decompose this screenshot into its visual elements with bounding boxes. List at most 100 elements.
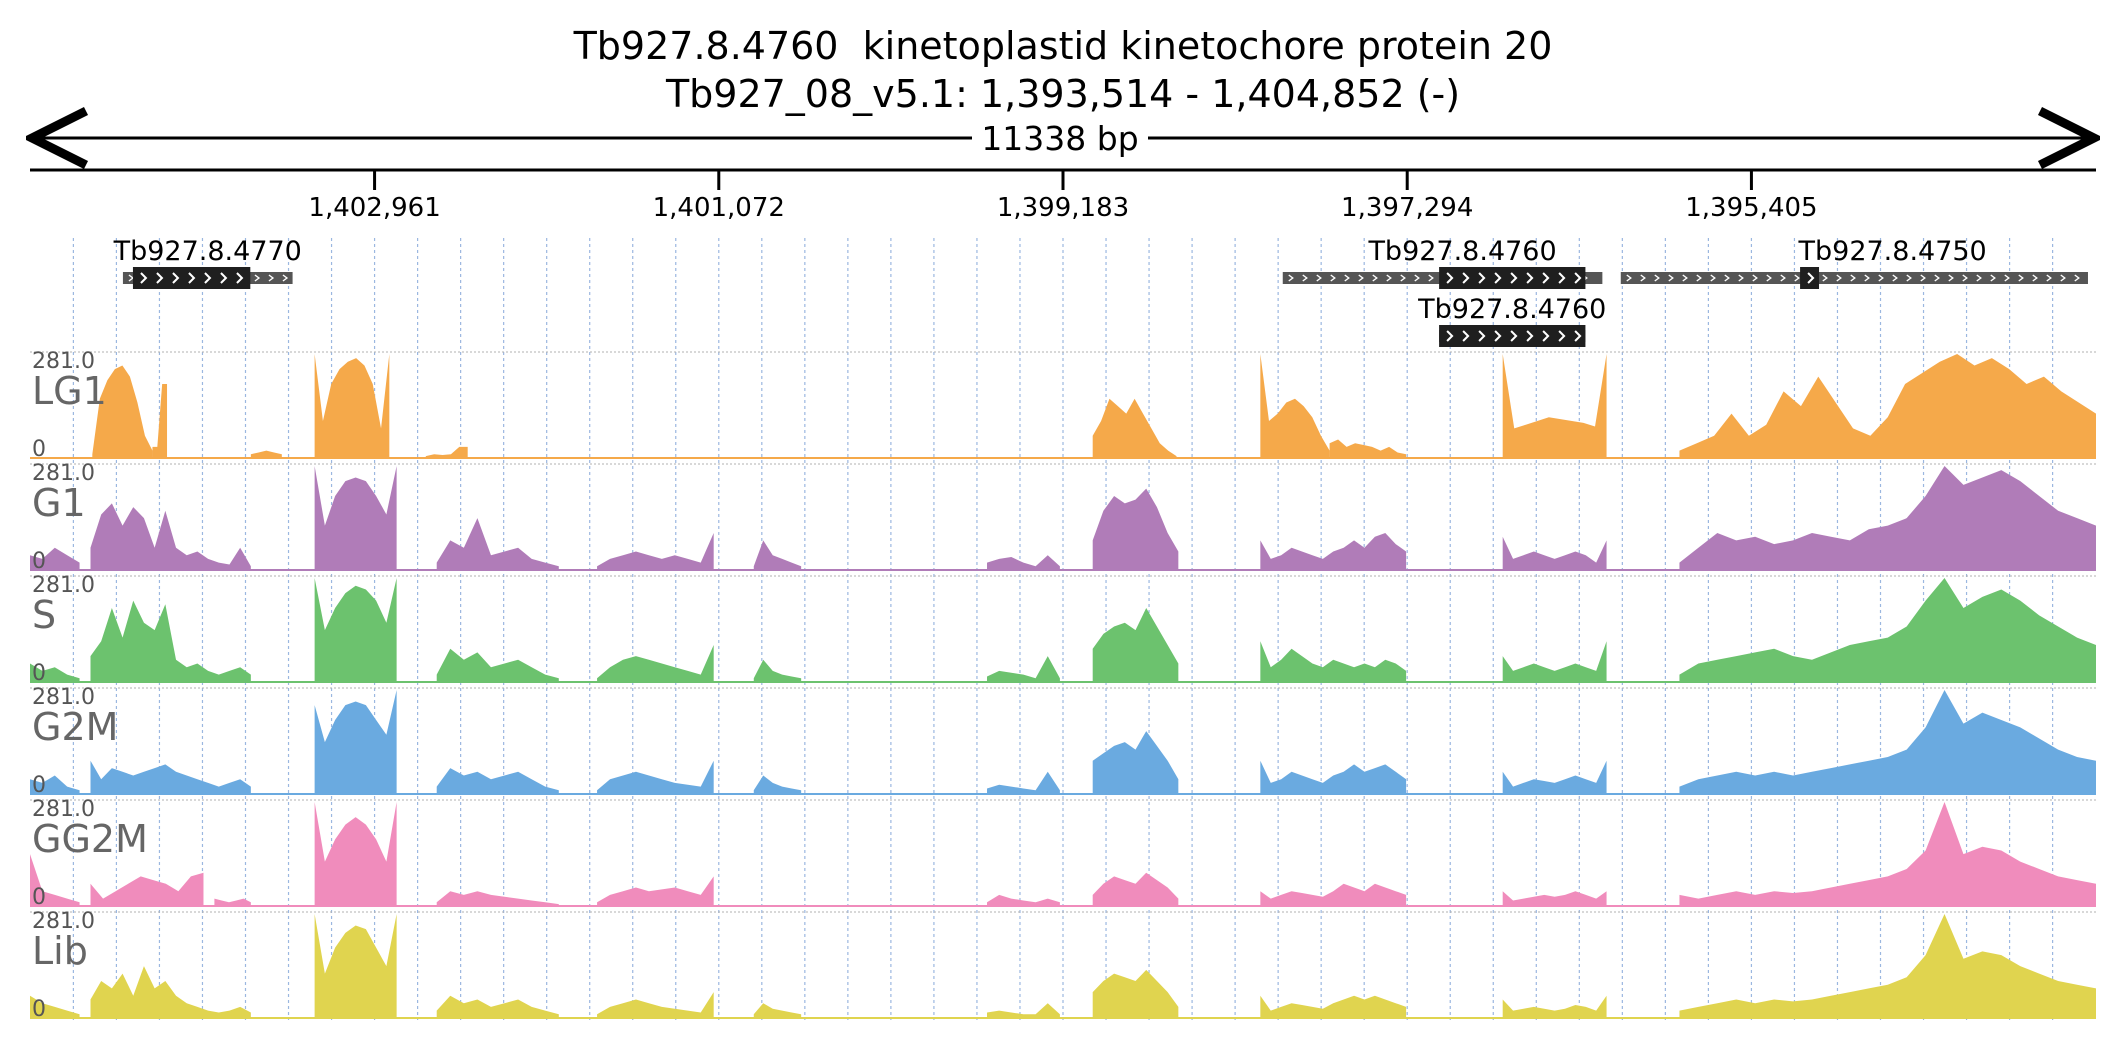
strand-chevron <box>2004 274 2010 282</box>
strand-chevron <box>1386 274 1392 282</box>
coverage-area <box>1092 731 1179 794</box>
chart-title: Tb927.8.4760 kinetoplastid kinetochore p… <box>573 24 1553 68</box>
strand-chevron <box>1542 330 1550 342</box>
strand-chevron <box>1510 272 1518 284</box>
strand-chevron <box>1494 272 1502 284</box>
track-ymax-label: 281.0 <box>32 909 95 934</box>
strand-chevron <box>2060 274 2066 282</box>
strand-chevron <box>1316 274 1322 282</box>
strand-chevron <box>1626 274 1632 282</box>
coverage-area <box>436 648 559 682</box>
track-name-label: S <box>32 593 56 637</box>
track-gg2m: 281.0 0 GG2M <box>30 797 2096 910</box>
strand-chevron <box>1738 274 1744 282</box>
coverage-area <box>1260 354 1330 458</box>
coverage-area <box>597 760 714 794</box>
track-g1: 281.0 0 G1 <box>30 461 2096 574</box>
track-name-label: GG2M <box>32 817 148 861</box>
track-ymin-label: 0 <box>32 997 46 1022</box>
coverage-area <box>987 1003 1060 1018</box>
coverage-area <box>314 802 397 906</box>
strand-chevron <box>1976 274 1982 282</box>
coverage-area <box>30 854 80 906</box>
coverage-area <box>436 891 559 906</box>
strand-chevron <box>1462 330 1470 342</box>
strand-chevron <box>1654 274 1660 282</box>
strand-chevron <box>1288 274 1294 282</box>
coverage-area <box>753 1003 802 1018</box>
coverage-area <box>1679 578 2096 682</box>
strand-chevron <box>1462 272 1470 284</box>
coverage-area <box>1502 354 1607 458</box>
coverage-area <box>90 600 251 682</box>
coordinate-ruler: 1,402,961 1,401,072 1,399,183 1,397,294 1,39… <box>30 168 2096 223</box>
coverage-area <box>987 656 1060 682</box>
strand-chevron <box>1494 330 1502 342</box>
strand-chevron <box>128 274 135 282</box>
strand-chevron <box>2018 274 2024 282</box>
coverage-area <box>753 659 802 682</box>
strand-chevron <box>1878 274 1884 282</box>
strand-chevron <box>1752 274 1758 282</box>
track-g2m: 281.0 0 G2M <box>30 685 2096 798</box>
coverage-area <box>90 966 251 1018</box>
coverage-area <box>597 992 714 1018</box>
gene-cds-box <box>1439 267 1586 289</box>
coverage-area <box>1502 536 1607 570</box>
strand-chevron <box>236 272 244 284</box>
strand-chevron <box>1558 272 1566 284</box>
coverage-area <box>90 503 251 570</box>
gene-cds-box <box>132 267 251 289</box>
coverage-area <box>30 775 80 794</box>
coverage-area <box>314 466 397 570</box>
coverage-area <box>753 540 802 570</box>
track-name-label: Lib <box>32 929 88 973</box>
track-ymin-label: 0 <box>32 885 46 910</box>
chart-subtitle: Tb927_08_v5.1: 1,393,514 - 1,404,852 (-) <box>665 72 1461 116</box>
coverage-area <box>314 914 397 1018</box>
coverage-area <box>1502 995 1607 1018</box>
strand-chevron <box>188 272 196 284</box>
coverage-area <box>1260 883 1407 906</box>
strand-chevron <box>140 272 148 284</box>
span-label: 11338 bp <box>981 119 1138 158</box>
coverage-area <box>1679 354 2096 458</box>
strand-chevron <box>2046 274 2052 282</box>
strand-chevron <box>1574 272 1582 284</box>
strand-chevron <box>282 274 289 282</box>
coverage-area <box>1092 398 1177 458</box>
strand-chevron <box>2032 274 2038 282</box>
coverage-area <box>314 354 390 458</box>
strand-chevron <box>1372 274 1378 282</box>
gene-feature: Tb927.8.4760 <box>1282 236 1603 289</box>
strand-chevron <box>220 272 228 284</box>
coverage-area <box>30 995 80 1018</box>
strand-chevron <box>1794 274 1800 282</box>
coverage-area <box>1502 641 1607 682</box>
strand-chevron <box>1640 274 1646 282</box>
strand-chevron <box>1542 272 1550 284</box>
strand-chevron <box>1668 274 1674 282</box>
strand-chevron <box>1807 272 1815 284</box>
strand-chevron <box>1330 274 1336 282</box>
strand-chevron <box>1724 274 1730 282</box>
track-ymin-label: 0 <box>32 549 46 574</box>
strand-chevron <box>1526 272 1534 284</box>
ruler-tick-label: 1,401,072 <box>653 193 785 223</box>
coverage-area <box>1260 532 1407 570</box>
coverage-area <box>214 898 251 906</box>
strand-chevron <box>1892 274 1898 282</box>
strand-chevron <box>254 274 261 282</box>
coverage-area <box>1092 488 1179 570</box>
strand-chevron <box>1948 274 1954 282</box>
track-ymax-label: 281.0 <box>32 797 95 822</box>
gene-label: Tb927.8.4750 <box>1798 236 1987 267</box>
strand-chevron <box>268 274 275 282</box>
coverage-area <box>425 446 468 458</box>
strand-chevron <box>1428 274 1434 282</box>
strand-chevron <box>1526 330 1534 342</box>
coverage-area <box>314 578 397 682</box>
coverage-area <box>90 760 251 794</box>
coverage-area <box>436 518 559 570</box>
